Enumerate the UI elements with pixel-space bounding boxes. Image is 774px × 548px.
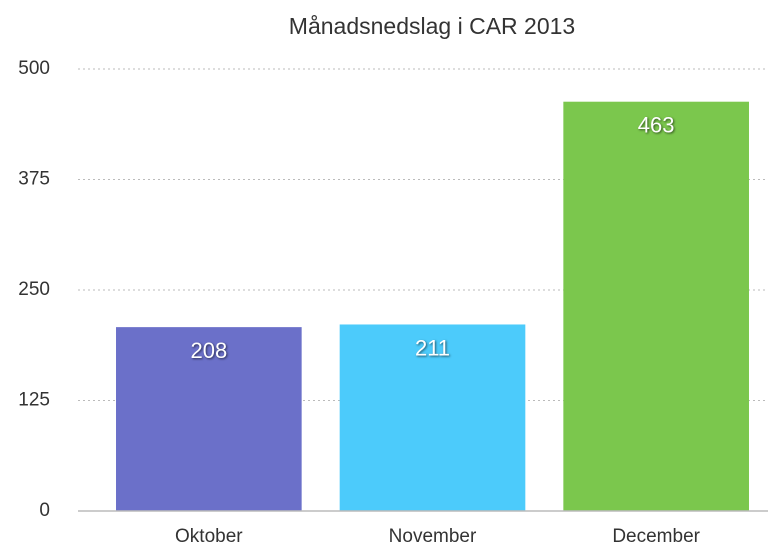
y-tick-label: 125 (18, 390, 50, 411)
bar (339, 324, 526, 511)
x-tick-label: Oktober (175, 526, 243, 547)
chart-title: Månadsnedslag i CAR 2013 (289, 13, 575, 39)
bar (116, 327, 302, 511)
y-tick-label: 250 (18, 279, 50, 300)
value-label: 463 (638, 113, 675, 138)
value-label: 211 (415, 335, 450, 360)
x-tick-label: December (612, 526, 700, 547)
y-tick-label: 375 (18, 169, 50, 190)
y-tick-label: 500 (18, 58, 50, 79)
x-tick-label: November (389, 526, 477, 547)
y-tick-label: 0 (39, 500, 50, 521)
bar (563, 101, 749, 511)
value-label: 208 (190, 338, 227, 363)
